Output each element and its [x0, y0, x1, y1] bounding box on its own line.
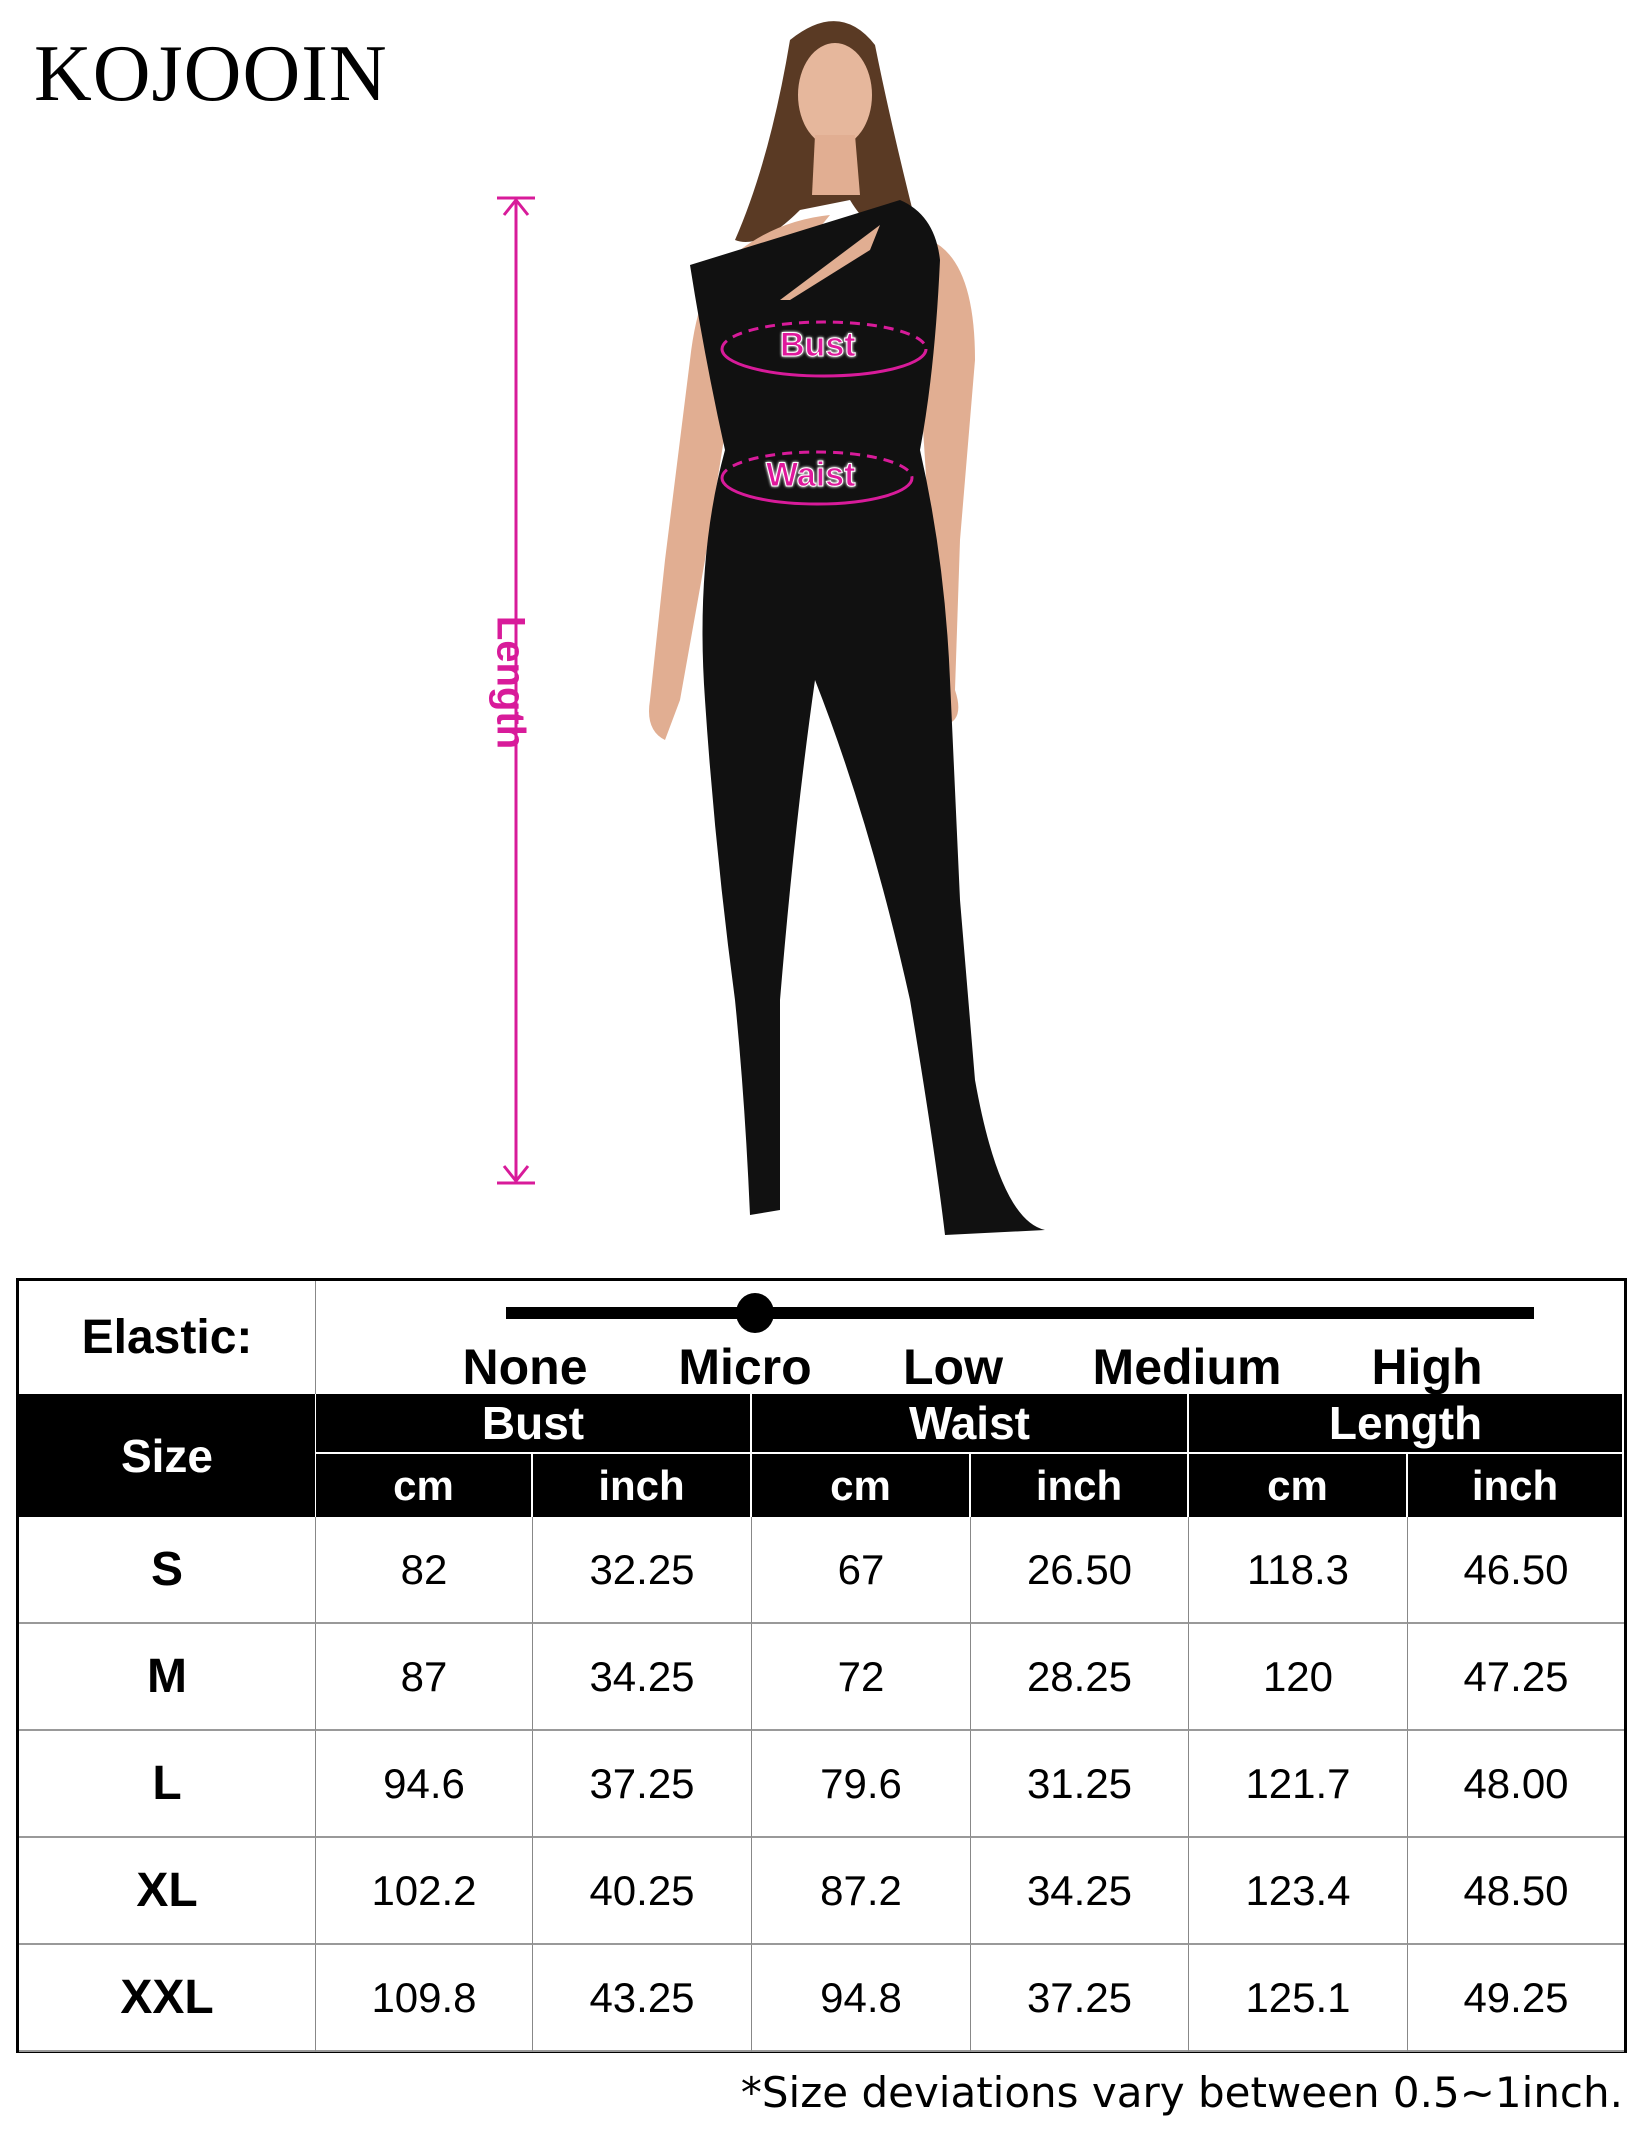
table-cell: 79.6	[752, 1731, 971, 1838]
waist-measure-loop	[720, 450, 914, 506]
unit-header: cm	[316, 1454, 533, 1517]
table-cell: 32.25	[533, 1517, 752, 1624]
group-header-0: Bust	[316, 1394, 752, 1454]
length-arrow	[497, 196, 535, 1185]
unit-header: inch	[971, 1454, 1189, 1517]
model-figure	[497, 21, 1045, 1235]
table-cell: 109.8	[316, 1945, 533, 2052]
table-cell: 72	[752, 1624, 971, 1731]
table-cell: 82	[316, 1517, 533, 1624]
unit-header: inch	[533, 1454, 752, 1517]
elastic-label: Elastic:	[19, 1281, 316, 1394]
unit-header: cm	[752, 1454, 971, 1517]
elastic-level-medium: Medium	[1092, 1339, 1282, 1395]
elastic-level-high: High	[1371, 1339, 1483, 1395]
model-face	[798, 43, 872, 147]
table-cell: 121.7	[1189, 1731, 1408, 1838]
brand-logo: KOJOOIN	[34, 30, 388, 118]
elastic-level-none: None	[462, 1339, 588, 1395]
table-row-size: S	[19, 1517, 316, 1624]
group-header-1: Waist	[752, 1394, 1189, 1454]
table-cell: 94.8	[752, 1945, 971, 2052]
table-cell: 43.25	[533, 1945, 752, 2052]
table-cell: 102.2	[316, 1838, 533, 1945]
elastic-level-micro: Micro	[678, 1339, 812, 1395]
table-cell: 26.50	[971, 1517, 1189, 1624]
elastic-level-low: Low	[903, 1339, 1003, 1395]
jumpsuit	[690, 200, 1045, 1235]
length-label: Length	[488, 615, 533, 750]
size-chart-table: Elastic: Size Bust Waist Length cm inch cm inc…	[16, 1278, 1627, 2053]
table-cell: 34.25	[971, 1838, 1189, 1945]
elasticity-knob	[736, 1293, 774, 1333]
table-cell: 120	[1189, 1624, 1408, 1731]
table-row-size: XL	[19, 1838, 316, 1945]
table-cell: 46.50	[1408, 1517, 1624, 1624]
table-cell: 123.4	[1189, 1838, 1408, 1945]
unit-header: inch	[1408, 1454, 1624, 1517]
footnote: *Size deviations vary between 0.5~1inch.	[740, 2068, 1623, 2117]
table-cell: 28.25	[971, 1624, 1189, 1731]
table-cell: 87.2	[752, 1838, 971, 1945]
table-cell: 48.50	[1408, 1838, 1624, 1945]
bust-label: Bust	[780, 326, 857, 365]
unit-header: cm	[1189, 1454, 1408, 1517]
waist-label: Waist	[765, 456, 856, 495]
model-neck	[812, 135, 860, 195]
table-cell: 94.6	[316, 1731, 533, 1838]
table-row-size: XXL	[19, 1945, 316, 2052]
table-cell: 40.25	[533, 1838, 752, 1945]
size-header: Size	[19, 1394, 316, 1517]
table-cell: 87	[316, 1624, 533, 1731]
table-cell: 31.25	[971, 1731, 1189, 1838]
table-cell: 125.1	[1189, 1945, 1408, 2052]
jumpsuit-cutout	[780, 225, 880, 300]
table-cell: 34.25	[533, 1624, 752, 1731]
table-cell: 48.00	[1408, 1731, 1624, 1838]
elasticity-slider	[506, 1307, 1534, 1319]
table-cell: 47.25	[1408, 1624, 1624, 1731]
bust-measure-loop	[720, 320, 928, 378]
table-cell: 37.25	[971, 1945, 1189, 2052]
table-cell: 118.3	[1189, 1517, 1408, 1624]
table-cell: 67	[752, 1517, 971, 1624]
table-cell: 49.25	[1408, 1945, 1624, 2052]
table-row-size: L	[19, 1731, 316, 1838]
table-row-size: M	[19, 1624, 316, 1731]
table-cell: 37.25	[533, 1731, 752, 1838]
group-header-2: Length	[1189, 1394, 1624, 1454]
